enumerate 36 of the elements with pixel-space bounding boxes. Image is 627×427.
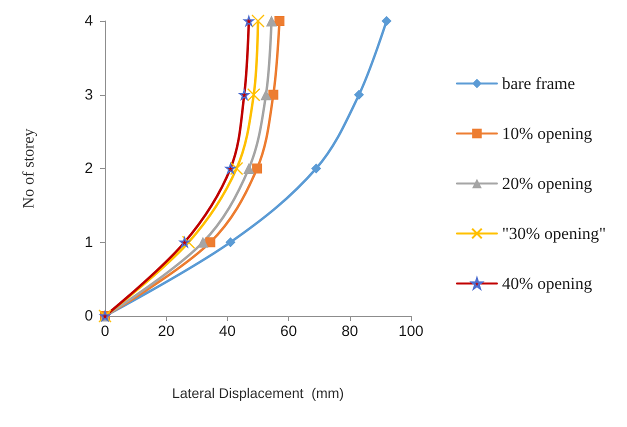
y-tick-label: 1 <box>84 234 93 251</box>
point <box>311 164 322 174</box>
point <box>205 237 216 248</box>
point <box>354 90 364 100</box>
point <box>247 88 260 102</box>
y-tick-label: 3 <box>84 86 93 104</box>
x-tick-label: 20 <box>158 323 175 340</box>
legend-label: bare frame <box>502 74 576 93</box>
legend-label: 10% opening <box>502 124 593 143</box>
y-axis-title: No of storey <box>20 128 38 208</box>
point <box>268 90 278 100</box>
point <box>225 163 236 174</box>
point <box>244 16 254 26</box>
point <box>382 16 392 26</box>
point <box>266 16 277 26</box>
x-tick-label: 80 <box>341 323 358 340</box>
legend-label: 20% opening <box>502 174 593 193</box>
point <box>225 237 236 248</box>
point <box>252 164 262 174</box>
y-tick-label: 0 <box>84 308 93 324</box>
point <box>239 90 250 100</box>
legend-label: "30% opening" <box>502 224 606 243</box>
point <box>243 163 254 174</box>
point <box>260 89 272 100</box>
x-tick-label: 100 <box>398 323 424 340</box>
x-tick-label: 40 <box>219 323 236 340</box>
x-tick-label: 60 <box>280 323 297 340</box>
legend-label: 40% opening <box>502 274 593 293</box>
point <box>251 14 265 28</box>
y-tick-label: 4 <box>84 12 93 30</box>
point <box>274 16 284 26</box>
point <box>179 237 190 248</box>
x-tick-label: 0 <box>100 323 110 340</box>
point <box>230 162 244 176</box>
y-tick-label: 2 <box>84 160 93 177</box>
x-axis-title: Lateral Displacement (mm) <box>172 385 344 401</box>
